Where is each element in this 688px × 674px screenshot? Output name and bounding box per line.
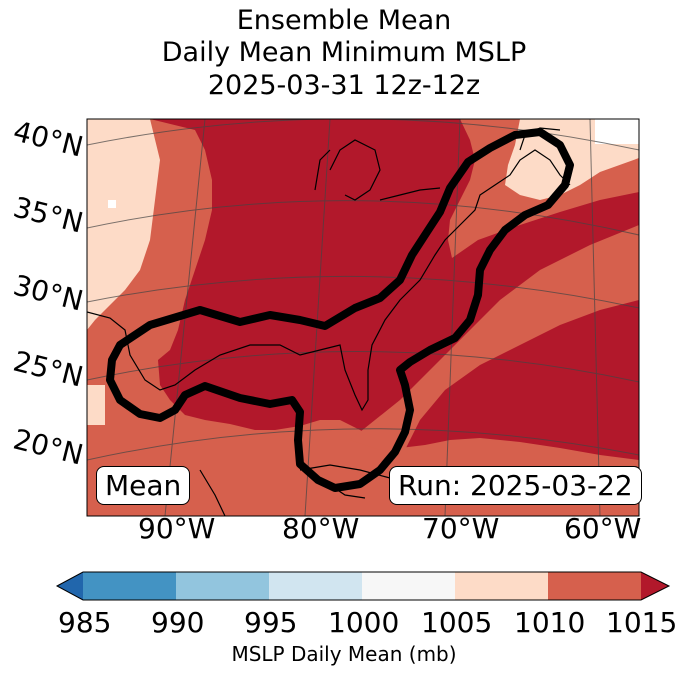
lon-label-60w: 60°W xyxy=(564,512,642,545)
colorbar-bin-1000 xyxy=(362,572,455,600)
colorbar-tick-1010: 1010 xyxy=(514,606,586,639)
colorbar-bin-1005 xyxy=(455,572,548,600)
title-line-1: Ensemble Mean xyxy=(236,5,452,36)
colorbar-tick-1005: 1005 xyxy=(421,606,493,639)
low-pressure-region-west xyxy=(87,119,160,330)
title-line-3: 2025-03-31 12z-12z xyxy=(207,70,481,101)
run-label-box: Run: 2025-03-22 xyxy=(389,466,642,505)
mean-label-box: Mean xyxy=(96,466,191,505)
graticule xyxy=(87,119,639,516)
colorbar-extend-high xyxy=(641,572,669,600)
colorbar-label: MSLP Daily Mean (mb) xyxy=(231,642,457,666)
colorbar-bin-990 xyxy=(176,572,269,600)
coastlines xyxy=(87,127,571,516)
title-line-2: Daily Mean Minimum MSLP xyxy=(161,37,527,68)
lon-label-70w: 70°W xyxy=(422,512,500,545)
no-data-patch xyxy=(595,119,639,144)
low-pressure-patch xyxy=(87,385,105,425)
colorbar-tick-1000: 1000 xyxy=(328,606,400,639)
colorbar-tick-985: 985 xyxy=(58,606,112,639)
colorbar-tick-995: 995 xyxy=(244,606,298,639)
colorbar-tick-1015: 1015 xyxy=(606,606,678,639)
contour-line xyxy=(106,128,574,492)
no-data-dot xyxy=(108,200,116,208)
lon-label-90w: 90°W xyxy=(138,512,216,545)
mid-pressure-band xyxy=(350,225,639,450)
colorbar-bin-1010 xyxy=(548,572,641,600)
colorbar-bin-995 xyxy=(269,572,362,600)
map-frame xyxy=(86,118,640,517)
colorbar-outline xyxy=(55,571,671,601)
colorbar-tick-990: 990 xyxy=(151,606,205,639)
colorbar-extend-low xyxy=(57,572,83,600)
colorbar-bin-985 xyxy=(83,572,176,600)
lon-label-80w: 80°W xyxy=(282,512,360,545)
colorbar xyxy=(55,571,671,601)
map-panel xyxy=(87,119,639,516)
